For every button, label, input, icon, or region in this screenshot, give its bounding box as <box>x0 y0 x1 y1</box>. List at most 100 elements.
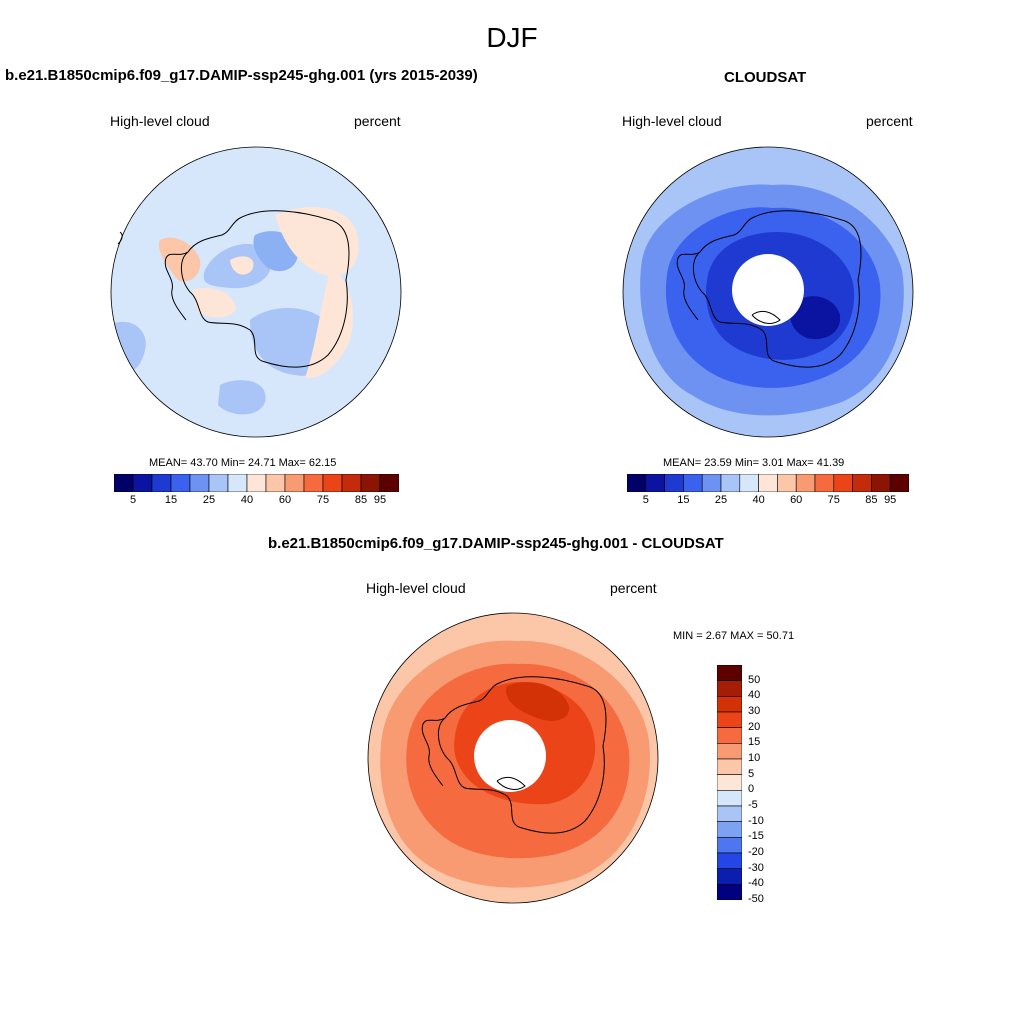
colorbar-tick-label: 95 <box>884 494 897 506</box>
colorbar-swatch <box>717 665 742 681</box>
colorbar-swatch <box>627 474 647 492</box>
model-colorbar-labels: 5 15 25 40 60 75 85 95 <box>114 494 399 508</box>
colorbar-tick-label: 15 <box>164 494 178 506</box>
model-case-title: b.e21.B1850cmip6.f09_g17.DAMIP-ssp245-gh… <box>5 67 478 84</box>
obs-pole-gap <box>732 254 804 326</box>
colorbar-tick-label: 30 <box>748 705 761 717</box>
colorbar-tick-label: -40 <box>748 877 764 890</box>
colorbar-swatch <box>379 474 399 492</box>
model-contour-high-east <box>305 270 354 379</box>
model-peninsula-coast <box>164 251 189 321</box>
colorbar-swatch <box>170 474 191 492</box>
model-contour-high-northwest <box>158 237 201 282</box>
colorbar-tick-label: 60 <box>790 494 803 506</box>
colorbar-swatch <box>645 474 665 492</box>
obs-coastline <box>693 210 862 368</box>
colorbar-tick-label: 25 <box>714 494 728 506</box>
model-coastline <box>181 210 350 368</box>
colorbar-swatch <box>717 837 742 854</box>
colorbar-swatch <box>758 474 778 492</box>
obs-variable-label: High-level cloud <box>622 113 722 129</box>
colorbar-tick-label: 5 <box>642 494 649 506</box>
diff-case-title: b.e21.B1850cmip6.f09_g17.DAMIP-ssp245-gh… <box>268 535 724 552</box>
model-colorbar <box>114 474 399 492</box>
colorbar-tick-label: 40 <box>748 689 761 702</box>
obs-colorbar <box>627 474 909 492</box>
obs-peninsula-coast <box>676 251 701 321</box>
model-stats: MEAN= 43.70 Min= 24.71 Max= 62.15 <box>149 457 337 469</box>
diff-stats: MIN = 2.67 MAX = 50.71 <box>673 630 795 642</box>
colorbar-tick-label: 10 <box>748 752 761 764</box>
diff-ross-ice-edge <box>496 776 526 790</box>
model-contour-high-peninsula <box>192 288 236 318</box>
obs-case-title: CLOUDSAT <box>724 69 807 86</box>
colorbar-swatch <box>739 474 759 492</box>
colorbar-tick-label: 5 <box>748 767 755 780</box>
colorbar-tick-label: -10 <box>748 814 764 827</box>
colorbar-swatch <box>871 474 891 492</box>
colorbar-tick-label: -15 <box>748 830 764 843</box>
figure-title: DJF <box>486 22 538 53</box>
model-variable-label: High-level cloud <box>110 113 210 129</box>
colorbar-tick-label: 5 <box>129 494 137 506</box>
colorbar-swatch <box>889 474 909 492</box>
colorbar-swatch <box>720 474 741 492</box>
obs-ross-ice-edge <box>751 310 781 324</box>
colorbar-swatch <box>717 758 742 775</box>
diff-colorbar-labels: 50 40 30 20 15 10 5 0 -5 -10 -15 -20 -30 -40 -50 <box>748 665 778 905</box>
colorbar-tick-label: 85 <box>865 494 878 506</box>
colorbar-swatch <box>717 696 742 713</box>
colorbar-tick-label: 85 <box>354 494 368 506</box>
colorbar-swatch <box>717 774 742 791</box>
colorbar-tick-label: -50 <box>748 893 764 905</box>
colorbar-swatch <box>360 474 381 492</box>
diff-variable-label: High-level cloud <box>366 580 466 596</box>
colorbar-tick-label: -5 <box>748 799 758 811</box>
colorbar-swatch <box>132 474 153 492</box>
colorbar-swatch <box>265 474 286 492</box>
colorbar-swatch <box>833 474 853 492</box>
colorbar-tick-label: 40 <box>240 494 254 506</box>
colorbar-tick-label: 0 <box>748 783 755 796</box>
colorbar-swatch <box>717 821 742 838</box>
colorbar-swatch <box>717 727 742 744</box>
colorbar-swatch <box>701 474 722 492</box>
colorbar-swatch <box>664 474 684 492</box>
colorbar-tick-label: 20 <box>748 720 761 733</box>
diff-units-label: percent <box>610 580 657 596</box>
diff-map-border <box>367 612 659 904</box>
obs-stats: MEAN= 23.59 Min= 3.01 Max= 41.39 <box>663 457 845 469</box>
colorbar-swatch <box>246 474 267 492</box>
colorbar-swatch <box>189 474 210 492</box>
colorbar-tick-label: -30 <box>748 861 764 874</box>
obs-polar-map <box>622 146 914 438</box>
colorbar-tick-label: 75 <box>316 494 330 506</box>
colorbar-tick-label: 25 <box>202 494 216 506</box>
diff-coastline <box>438 676 607 834</box>
diff-pole-gap <box>474 720 546 792</box>
colorbar-swatch <box>717 711 742 728</box>
diff-peninsula-coast <box>421 717 446 787</box>
colorbar-swatch <box>114 474 134 492</box>
obs-contour-deep <box>790 296 841 340</box>
model-contour-low-sw <box>218 380 266 415</box>
colorbar-swatch <box>284 474 305 492</box>
colorbar-tick-label: 15 <box>748 736 761 749</box>
colorbar-swatch <box>717 868 742 885</box>
colorbar-swatch <box>777 474 797 492</box>
colorbar-swatch <box>717 852 742 869</box>
diff-colorbar <box>717 665 742 900</box>
diff-polar-map <box>367 612 659 904</box>
colorbar-tick-label: 75 <box>827 494 840 506</box>
colorbar-swatch <box>151 474 172 492</box>
colorbar-swatch <box>341 474 362 492</box>
colorbar-swatch <box>683 474 703 492</box>
colorbar-tick-label: 40 <box>752 494 765 506</box>
colorbar-swatch <box>717 743 742 760</box>
colorbar-tick-label: -20 <box>748 846 764 858</box>
colorbar-swatch <box>208 474 229 492</box>
colorbar-swatch <box>303 474 324 492</box>
model-map-border <box>110 146 402 438</box>
colorbar-swatch <box>322 474 343 492</box>
model-contour-high-ross <box>230 256 254 275</box>
